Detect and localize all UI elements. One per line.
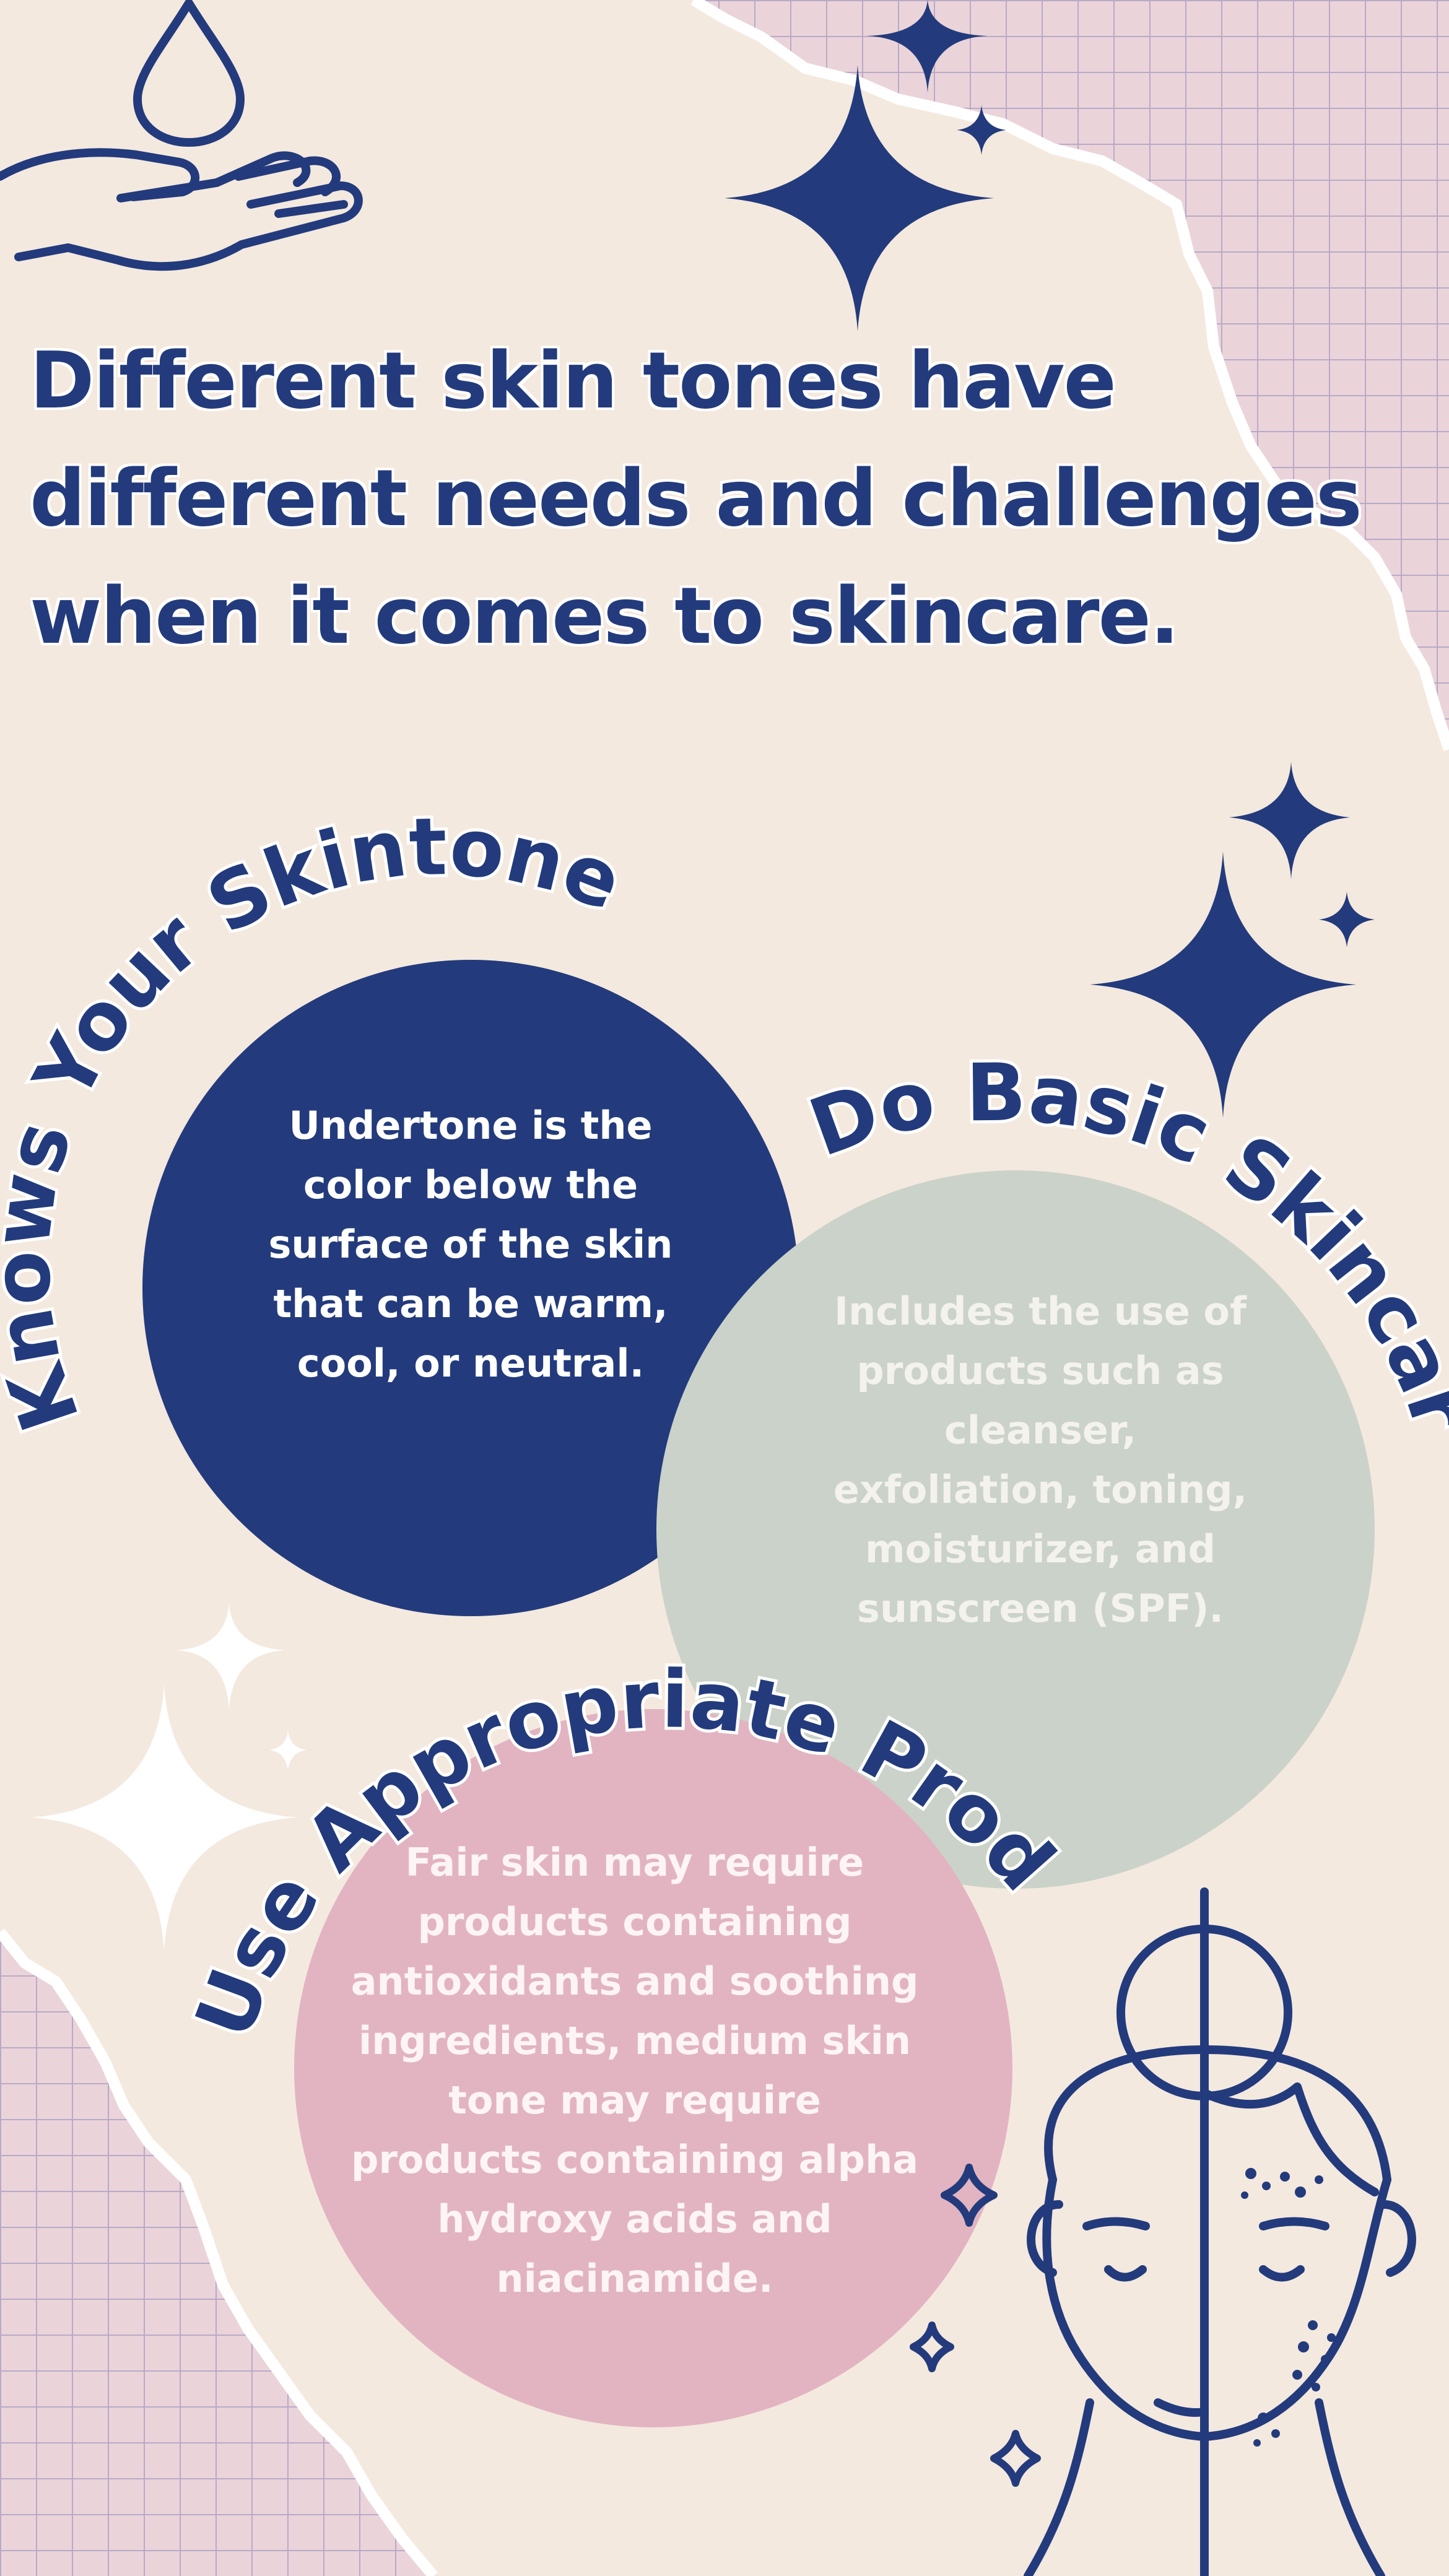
grid-paper-bottom-left <box>0 1932 433 2576</box>
sparkle-icon <box>867 0 988 93</box>
basic-skincare-description: Includes the use of products such as cle… <box>833 1289 1248 1631</box>
sparkle-icon <box>910 2321 954 2372</box>
sparkle-icon <box>269 1731 307 1771</box>
sparkle-icon <box>1319 892 1375 947</box>
sparkle-icon <box>957 105 1006 155</box>
half-face-acne-icon <box>1024 1887 1416 2576</box>
sparkle-icon <box>724 65 994 331</box>
circle-skintone <box>142 960 799 1616</box>
page-title: Different skin tones have different need… <box>30 335 1362 661</box>
acne-dots <box>1241 2168 1336 2447</box>
grid-paper-top-right <box>694 0 1449 749</box>
sparkle-icon <box>31 1684 297 1951</box>
appropriate-products-description: Fair skin may require products containin… <box>350 1840 919 2301</box>
section-title-basic-skincare: Do Basic Skincare <box>0 0 1449 1445</box>
circle-appropriate-products <box>294 1709 1012 2427</box>
skintone-description: Undertone is the color below the surface… <box>268 1103 673 1386</box>
sparkle-icon <box>176 1604 285 1709</box>
sparkle-icon <box>990 2430 1041 2487</box>
torn-edge-bottom-left <box>0 1928 438 2576</box>
section-title-appropriate-products: Use Appropriate Products <box>0 0 1075 2053</box>
sparkle-icon <box>1229 762 1350 879</box>
circle-basic-skincare <box>656 1170 1375 1889</box>
sparkle-icon <box>1090 851 1356 1118</box>
section-title-skintone: Knows Your Skintone <box>0 801 634 1442</box>
water-drop-hand-icon <box>0 0 363 271</box>
torn-edge-top-right <box>690 0 1449 751</box>
sparkle-icon <box>941 2164 998 2227</box>
